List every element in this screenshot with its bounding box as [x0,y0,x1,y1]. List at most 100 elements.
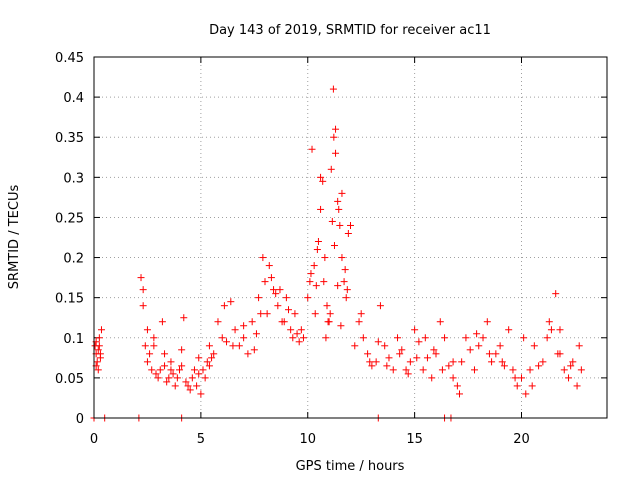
data-point [96,354,104,362]
data-point [190,366,198,374]
y-tick-label: 0.15 [55,292,84,307]
data-point [319,177,327,185]
x-tick-label: 15 [406,432,423,447]
data-point [376,302,384,310]
data-point [261,278,269,286]
data-point [327,165,335,173]
data-point [178,346,186,354]
data-point [320,278,328,286]
data-point [214,318,222,326]
data-point [335,205,343,213]
data-point [462,334,470,342]
data-point [287,326,295,334]
data-point [419,366,427,374]
data-point [227,298,235,306]
data-point [577,366,585,374]
data-point [272,290,280,298]
data-point [366,358,374,366]
data-point [372,358,380,366]
data-point [500,362,508,370]
data-point [188,374,196,382]
data-point [150,334,158,342]
data-point [552,290,560,298]
plot-frame [93,56,608,419]
data-point [310,262,318,270]
data-point [488,358,496,366]
data-point [522,390,530,398]
data-point [220,302,228,310]
data-point [158,318,166,326]
data-point [453,382,461,390]
data-point [231,326,239,334]
data-point [441,334,449,342]
y-tick-label: 0.05 [55,372,84,387]
data-point [466,346,474,354]
data-point [547,326,555,334]
data-point [218,334,226,342]
data-point [146,350,154,358]
data-point [355,318,363,326]
data-point [492,350,500,358]
data-point [95,334,103,342]
data-point [267,274,275,282]
data-point [308,145,316,153]
x-tick-label: 0 [90,432,98,447]
data-point [94,366,102,374]
data-point [383,362,391,370]
data-point [560,366,568,374]
data-point [282,294,290,302]
y-tick-label: 0.2 [63,252,84,267]
data-point [530,342,538,350]
data-point [430,346,438,354]
data-point [240,334,248,342]
chart-title: Day 143 of 2019, SRMTID for receiver ac1… [209,23,491,38]
data-point [328,217,336,225]
data-points [90,85,585,422]
data-point [394,334,402,342]
data-point [295,338,303,346]
data-point [423,354,431,362]
x-tick-label: 10 [299,432,316,447]
data-point [156,366,164,374]
data-point [299,334,307,342]
data-point [317,173,325,181]
data-point [248,318,256,326]
data-point [545,318,553,326]
data-point [240,322,248,330]
data-point [152,370,160,378]
data-point [458,358,466,366]
data-point [445,362,453,370]
data-point [178,362,186,370]
data-point [150,342,158,350]
data-point [161,362,169,370]
data-point [304,294,312,302]
data-point [567,362,575,370]
data-point [338,254,346,262]
data-point [575,342,583,350]
data-point [165,374,173,382]
data-point [334,197,342,205]
data-point [449,358,457,366]
data-point [167,358,175,366]
data-point [244,350,252,358]
y-tick-label: 0.45 [55,51,84,66]
data-point [321,254,329,262]
data-point [274,302,282,310]
data-point [569,358,577,366]
data-point [573,382,581,390]
data-point [312,282,320,290]
data-point [250,346,258,354]
data-point [456,390,464,398]
data-point [94,346,102,354]
data-point [252,330,260,338]
data-point [324,318,332,326]
data-point [195,370,203,378]
tick-labels: 0 0.05 0.1 0.15 0.2 0.25 0.3 0.35 0.4 0.45 0 5 10 15 2… [55,51,530,447]
data-point [413,354,421,362]
data-point [565,374,573,382]
data-point [421,334,429,342]
data-point [176,366,183,374]
data-point [389,366,397,374]
data-point [210,350,218,358]
